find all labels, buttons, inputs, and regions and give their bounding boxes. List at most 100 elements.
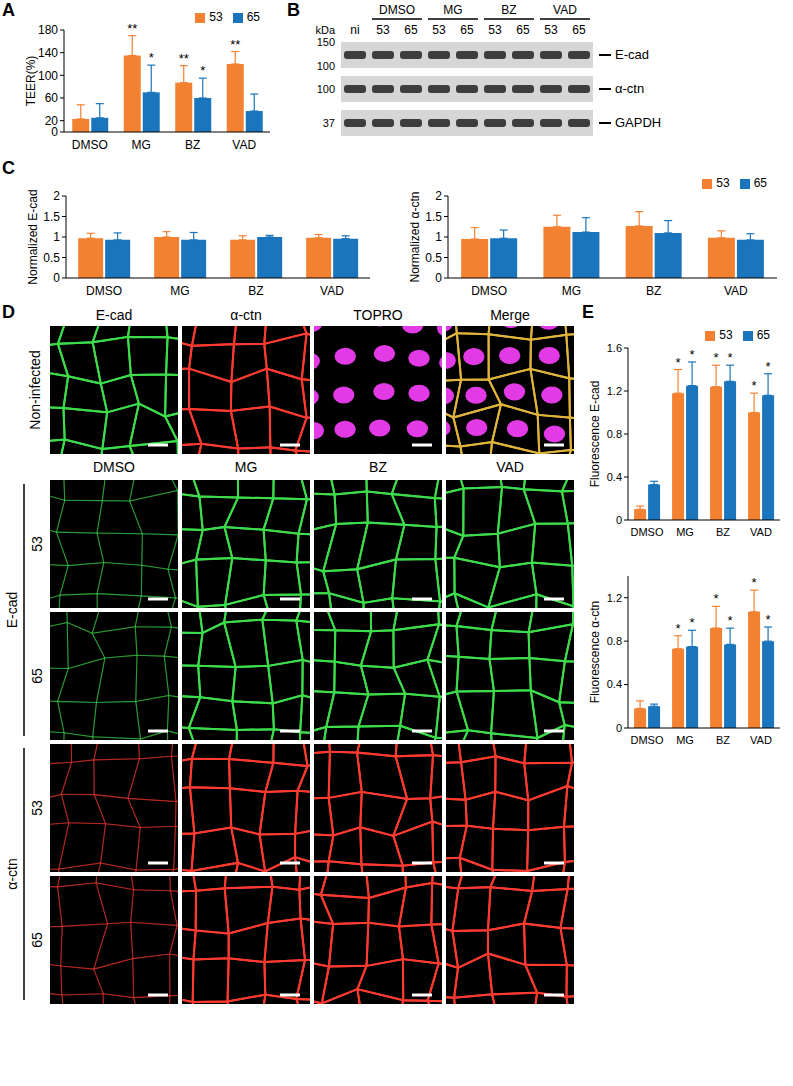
- svg-text:*: *: [200, 63, 205, 78]
- svg-text:BZ: BZ: [716, 734, 730, 746]
- svg-text:E-cad: E-cad: [615, 47, 649, 62]
- svg-text:VAD: VAD: [724, 284, 748, 298]
- svg-text:VAD: VAD: [496, 459, 524, 475]
- svg-text:*: *: [752, 575, 757, 590]
- svg-text:MG: MG: [132, 138, 151, 152]
- svg-text:0.8: 0.8: [607, 635, 622, 647]
- svg-text:kDa: kDa: [315, 24, 335, 36]
- svg-text:*: *: [676, 621, 681, 636]
- svg-text:1: 1: [53, 230, 60, 244]
- svg-text:GAPDH: GAPDH: [615, 115, 661, 130]
- svg-text:MG: MG: [235, 459, 258, 475]
- svg-text:Fluorescence α-ctn: Fluorescence α-ctn: [588, 601, 602, 703]
- svg-text:DMSO: DMSO: [631, 734, 664, 746]
- svg-text:D: D: [2, 302, 15, 322]
- svg-text:BZ: BZ: [185, 138, 200, 152]
- svg-text:Merge: Merge: [490, 307, 530, 323]
- svg-text:*: *: [690, 615, 695, 630]
- svg-text:MG: MG: [170, 284, 189, 298]
- svg-text:140: 140: [38, 46, 58, 60]
- svg-text:MG: MG: [676, 526, 694, 538]
- svg-text:53: 53: [488, 23, 502, 37]
- svg-text:MG: MG: [562, 284, 581, 298]
- svg-text:65: 65: [29, 668, 45, 684]
- svg-text:Non-infected: Non-infected: [27, 350, 43, 429]
- svg-text:0: 0: [616, 722, 622, 734]
- svg-text:100: 100: [317, 60, 335, 72]
- svg-text:*: *: [728, 350, 733, 365]
- svg-text:100: 100: [38, 69, 58, 83]
- svg-text:E-cad: E-cad: [96, 307, 133, 323]
- svg-text:Normalized E-cad: Normalized E-cad: [26, 189, 40, 284]
- svg-text:DMSO: DMSO: [631, 526, 664, 538]
- svg-text:20: 20: [45, 114, 59, 128]
- svg-text:DMSO: DMSO: [379, 3, 415, 17]
- svg-text:1.2: 1.2: [607, 592, 622, 604]
- svg-text:**: **: [179, 51, 189, 66]
- svg-text:0: 0: [616, 514, 622, 526]
- svg-text:37: 37: [323, 117, 335, 129]
- svg-text:α-ctn: α-ctn: [230, 307, 261, 323]
- svg-text:BZ: BZ: [646, 284, 661, 298]
- svg-text:TEER(%): TEER(%): [24, 56, 38, 107]
- svg-text:65: 65: [29, 932, 45, 948]
- svg-text:VAD: VAD: [320, 284, 344, 298]
- svg-text:*: *: [752, 378, 757, 393]
- svg-text:MG: MG: [676, 734, 694, 746]
- svg-text:53: 53: [29, 536, 45, 552]
- svg-text:2: 2: [53, 189, 60, 203]
- svg-text:BZ: BZ: [248, 284, 263, 298]
- svg-text:B: B: [287, 0, 300, 20]
- svg-text:*: *: [714, 350, 719, 365]
- svg-text:*: *: [690, 347, 695, 362]
- svg-text:BZ: BZ: [716, 526, 730, 538]
- svg-text:DMSO: DMSO: [86, 284, 122, 298]
- svg-text:0.5: 0.5: [425, 251, 442, 265]
- svg-text:1.5: 1.5: [43, 210, 60, 224]
- svg-text:**: **: [230, 37, 240, 52]
- svg-text:60: 60: [45, 91, 59, 105]
- svg-text:E-cad: E-cad: [4, 592, 20, 629]
- svg-text:MG: MG: [443, 3, 462, 17]
- svg-text:*: *: [149, 50, 154, 65]
- svg-text:180: 180: [38, 23, 58, 37]
- svg-text:Fluorescence E-cad: Fluorescence E-cad: [588, 381, 602, 488]
- svg-text:α-ctn: α-ctn: [615, 81, 644, 96]
- svg-text:0: 0: [435, 271, 442, 285]
- svg-text:1.5: 1.5: [425, 210, 442, 224]
- svg-text:VAD: VAD: [750, 734, 772, 746]
- svg-text:53: 53: [544, 23, 558, 37]
- svg-text:53: 53: [432, 23, 446, 37]
- svg-text:1.6: 1.6: [607, 342, 622, 354]
- svg-text:0.8: 0.8: [607, 428, 622, 440]
- svg-text:*: *: [714, 591, 719, 606]
- svg-text:0.4: 0.4: [607, 678, 622, 690]
- svg-text:65: 65: [572, 23, 586, 37]
- svg-text:VAD: VAD: [750, 526, 772, 538]
- svg-text:Normalized α-ctn: Normalized α-ctn: [408, 192, 422, 283]
- svg-text:2: 2: [435, 189, 442, 203]
- svg-text:0.5: 0.5: [43, 251, 60, 265]
- svg-text:0: 0: [53, 271, 60, 285]
- svg-text:BZ: BZ: [501, 3, 516, 17]
- svg-text:ni: ni: [350, 23, 359, 37]
- svg-text:100: 100: [317, 83, 335, 95]
- svg-text:BZ: BZ: [369, 459, 387, 475]
- svg-text:65: 65: [516, 23, 530, 37]
- svg-text:53: 53: [376, 23, 390, 37]
- svg-text:TOPRO: TOPRO: [353, 307, 403, 323]
- svg-text:65: 65: [404, 23, 418, 37]
- svg-text:*: *: [728, 613, 733, 628]
- svg-text:**: **: [127, 21, 137, 36]
- svg-text:1: 1: [435, 230, 442, 244]
- svg-text:DMSO: DMSO: [93, 459, 135, 475]
- svg-text:VAD: VAD: [553, 3, 577, 17]
- svg-text:65: 65: [460, 23, 474, 37]
- svg-text:1.2: 1.2: [607, 385, 622, 397]
- svg-text:α-ctn: α-ctn: [4, 858, 20, 889]
- svg-text:*: *: [676, 355, 681, 370]
- svg-text:150: 150: [317, 36, 335, 48]
- svg-text:*: *: [766, 359, 771, 374]
- svg-text:0.4: 0.4: [607, 471, 622, 483]
- svg-text:DMSO: DMSO: [72, 138, 108, 152]
